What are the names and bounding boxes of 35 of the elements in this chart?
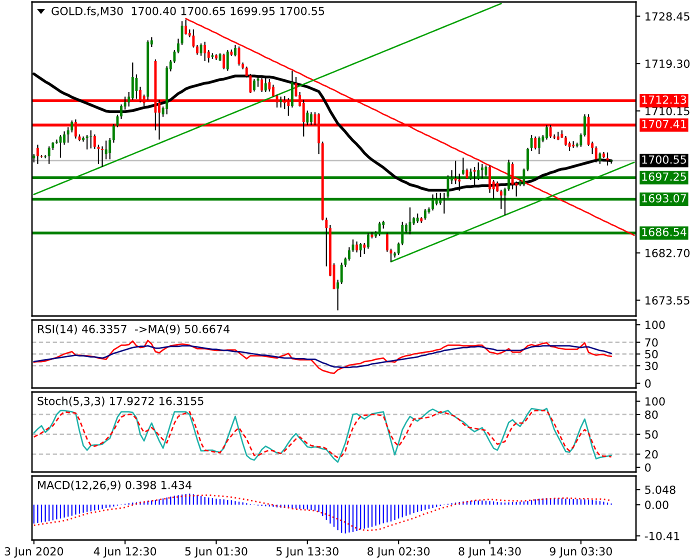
x-tick-label: 5 Jun 01:30	[185, 547, 248, 558]
ref-line-label: 1707.41	[642, 120, 686, 128]
chart-title: GOLD.fs,M30 1700.40 1700.65 1699.95 1700.55	[52, 6, 324, 16]
y-tick-label: 80	[645, 410, 658, 419]
y-tick-label: 30	[645, 362, 658, 370]
ref-line-label: 1693.07	[642, 194, 686, 202]
y-tick-label: 0	[645, 379, 651, 388]
chart-title: MACD(12,26,9) 0.398 1.434	[38, 480, 192, 491]
x-tick-label: 3 Jun 2020	[4, 547, 64, 558]
y-tick-label: 1710.15	[646, 106, 690, 116]
x-tick-label: 4 Jun 12:30	[94, 547, 156, 558]
chart-title: Stoch(5,3,3) 17.9272 16.3155	[38, 396, 204, 407]
x-tick-label: 8 Jun 02:30	[368, 547, 430, 558]
y-tick-label: 50	[645, 430, 658, 439]
ref-line-label: 1712.13	[642, 95, 686, 104]
ref-line-label: 1686.54	[642, 228, 686, 236]
x-tick-label: 9 Jun 03:30	[550, 547, 612, 558]
y-tick-label: 0	[645, 463, 651, 472]
x-tick-label: 5 Jun 13:30	[276, 547, 338, 558]
y-tick-label: 1682.70	[646, 248, 690, 258]
y-tick-label: 1673.55	[646, 296, 690, 305]
y-tick-label: 100	[646, 397, 665, 406]
y-tick-label: 70	[645, 338, 658, 347]
y-tick-label: 20	[645, 450, 658, 459]
chart-title: RSI(14) 46.3357 ->MA(9) 50.6674	[38, 324, 230, 335]
y-tick-label: -10.41	[644, 532, 680, 540]
y-tick-label: 50	[645, 350, 658, 358]
ref-line-label: 1697.25	[642, 172, 686, 181]
y-tick-label: 5.048	[645, 486, 676, 494]
y-tick-label: 0.00	[645, 500, 668, 510]
ref-line-label: 1700.55	[642, 155, 686, 164]
y-tick-label: 100	[646, 320, 665, 330]
x-tick-label: 8 Jun 14:30	[458, 547, 521, 558]
y-tick-label: 1728.45	[646, 12, 690, 21]
y-tick-label: 1719.30	[646, 60, 690, 68]
